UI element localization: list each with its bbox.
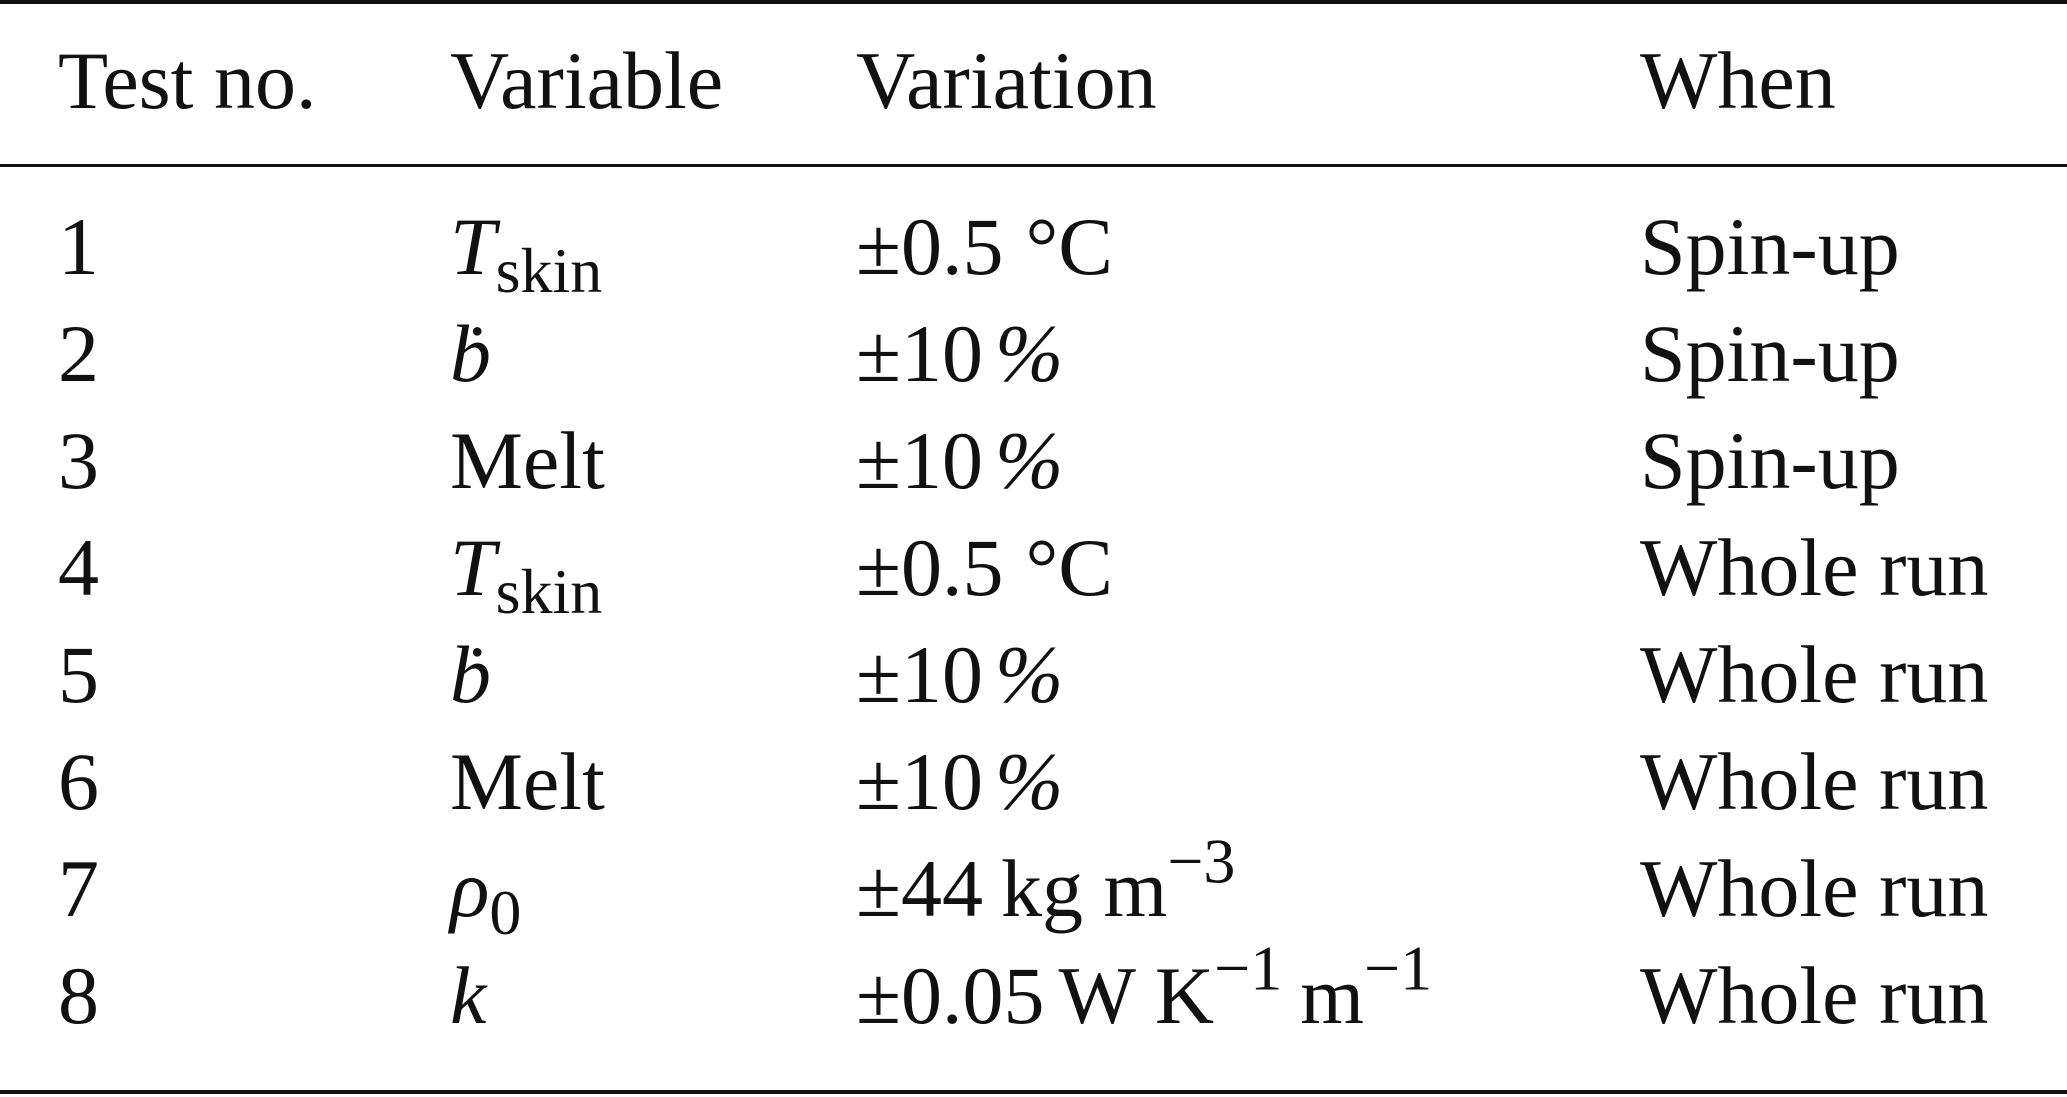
cell-when: Whole run [1640,522,1989,613]
cell-when: Spin-up [1640,201,1900,292]
cell-test-no: 1 [58,201,99,292]
header-when: When [1640,35,1836,126]
cell-variable: Melt [450,736,605,827]
table-header-row: Test no. Variable Variation When [0,26,2067,136]
variable-subscript: skin [495,555,603,627]
variable-symbol: ρ [450,843,490,934]
cell-variable: Tskin [450,193,602,302]
table-top-rule [0,0,2067,4]
variation-value: ±0.05 [856,950,1045,1041]
header-variable: Variable [450,35,724,126]
variation-unit: W K [1058,950,1215,1041]
cell-test-no: 3 [58,415,99,506]
table-row: 2 ḃ ±10% Spin-up [0,300,2067,407]
table-row: 7 ρ0 ±44 kg m−3 Whole run [0,829,2067,944]
variable-symbol: T [450,522,496,613]
cell-variation: ±10% [856,728,1063,835]
variation-unit: % [995,736,1064,827]
variation-unit: % [995,629,1064,720]
cell-variable: ḃ [450,621,491,728]
cell-test-no: 6 [58,736,99,827]
variation-value: ±0.5 [856,201,1004,292]
cell-variable: Tskin [450,514,602,623]
variation-value: ±0.5 [856,522,1004,613]
variation-unit: °C [1025,201,1114,292]
table-row: 3 Melt ±10% Spin-up [0,407,2067,514]
cell-when: Whole run [1640,950,1989,1041]
cell-variable: Melt [450,415,605,506]
variable-subscript: skin [495,234,603,306]
cell-variation: ±10% [856,621,1063,728]
header-variation: Variation [856,35,1157,126]
variation-unit: % [995,308,1064,399]
variation-unit: kg m [1001,843,1168,934]
cell-when: Spin-up [1640,308,1900,399]
variable-subscript: 0 [489,876,522,948]
cell-test-no: 2 [58,308,99,399]
variation-value: ±10 [856,629,984,720]
variation-exponent-2: −1 [1364,932,1433,1004]
variation-unit: °C [1025,522,1114,613]
cell-variable: k [450,942,486,1049]
table-row: 4 Tskin ±0.5 °C Whole run [0,514,2067,623]
variation-value: ±44 [856,843,984,934]
table-row: 5 ḃ ±10% Whole run [0,621,2067,728]
cell-when: Whole run [1640,629,1989,720]
cell-when: Whole run [1640,843,1989,934]
cell-variation: ±10% [856,300,1063,407]
table-row: 6 Melt ±10% Whole run [0,728,2067,835]
variation-value: ±10 [856,736,984,827]
cell-test-no: 7 [58,843,99,934]
variation-value: ±10 [856,308,984,399]
header-test-no: Test no. [58,35,317,126]
variable-symbol: ḃ [450,629,491,720]
variable-symbol: k [450,950,487,1041]
cell-test-no: 4 [58,522,99,613]
cell-variable: ḃ [450,300,491,407]
variation-exponent: −1 [1214,932,1283,1004]
cell-variation: ±0.5 °C [856,514,1113,621]
table-bottom-rule [0,1090,2067,1094]
cell-when: Spin-up [1640,415,1900,506]
cell-test-no: 8 [58,950,99,1041]
cell-variation: ±44 kg m−3 [856,829,1235,942]
variable-symbol: T [450,201,496,292]
cell-variable: ρ0 [450,835,521,944]
variation-exponent: −3 [1167,825,1236,897]
cell-test-no: 5 [58,629,99,720]
cell-variation: ±0.5 °C [856,193,1113,300]
cell-when: Whole run [1640,736,1989,827]
table-row: 1 Tskin ±0.5 °C Spin-up [0,193,2067,302]
table-row: 8 k ±0.05 W K−1 m−1 Whole run [0,936,2067,1049]
table-header-rule [0,164,2067,167]
variation-unit: % [995,415,1064,506]
variable-symbol: ḃ [450,308,491,399]
cell-variation: ±0.05 W K−1 m−1 [856,936,1432,1049]
cell-variation: ±10% [856,407,1063,514]
variation-value: ±10 [856,415,984,506]
variation-unit-2: m [1300,950,1365,1041]
